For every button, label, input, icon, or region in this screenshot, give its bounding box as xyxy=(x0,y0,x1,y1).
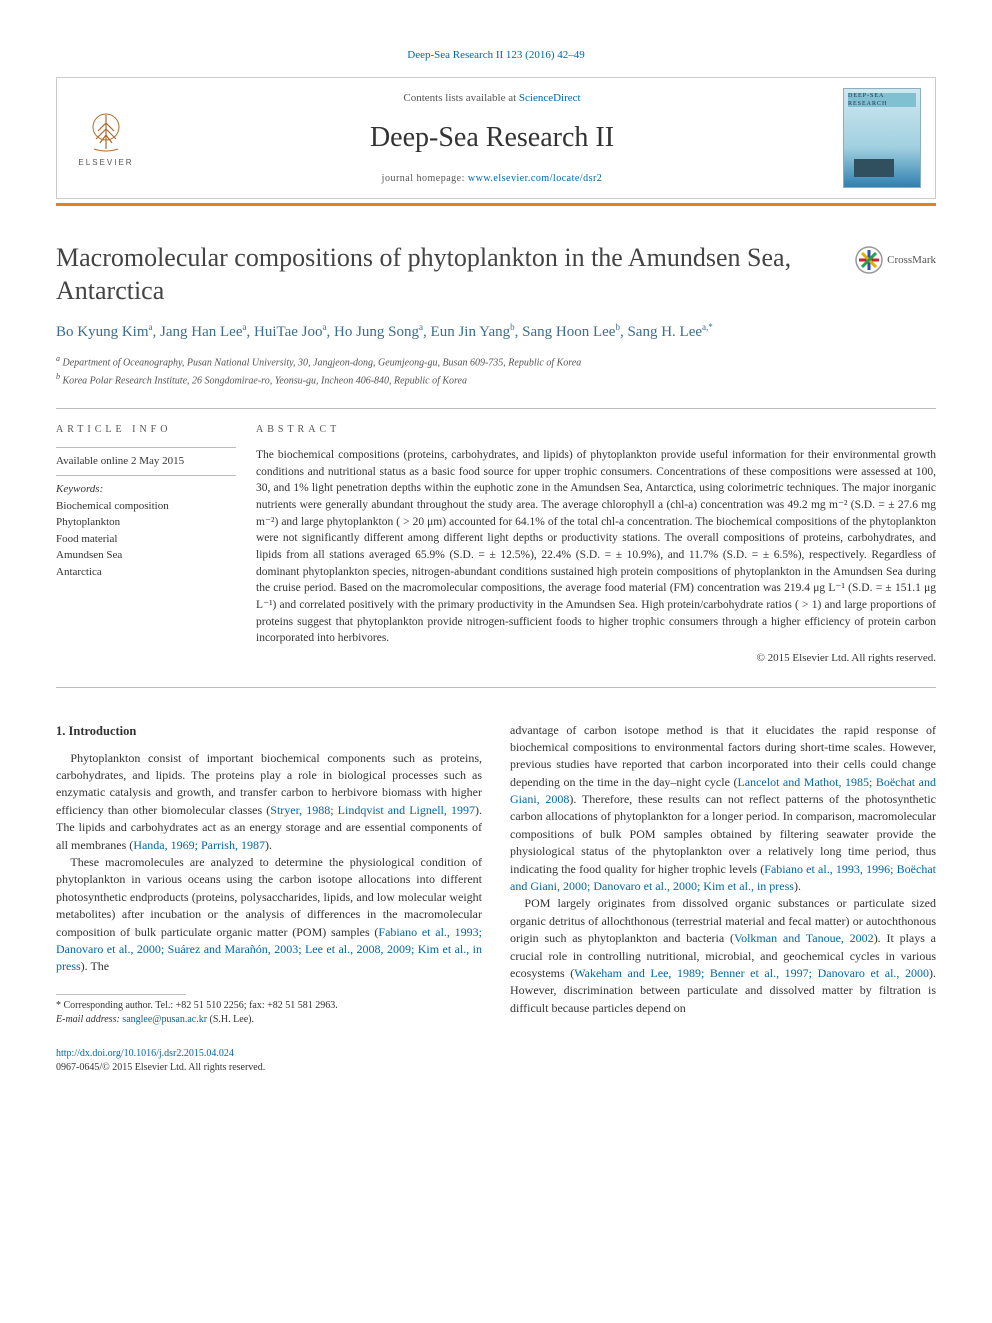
issn-copyright: 0967-0645/© 2015 Elsevier Ltd. All right… xyxy=(56,1062,265,1073)
body-paragraph: advantage of carbon isotope method is th… xyxy=(510,722,936,896)
corr-email-link[interactable]: sanglee@pusan.ac.kr xyxy=(122,1014,207,1025)
keyword-item: Amundsen Sea xyxy=(56,547,236,564)
author-affil-mark: a,* xyxy=(702,322,713,332)
body-left-column: 1. Introduction Phytoplankton consist of… xyxy=(56,722,482,1075)
orange-divider xyxy=(56,203,936,206)
masthead: ELSEVIER Contents lists available at Sci… xyxy=(56,77,936,199)
keyword-item: Phytoplankton xyxy=(56,514,236,531)
available-online: Available online 2 May 2015 xyxy=(56,454,236,469)
author-affil-mark: a xyxy=(149,322,153,332)
journal-reference[interactable]: Deep-Sea Research II 123 (2016) 42–49 xyxy=(56,48,936,63)
info-divider-mid xyxy=(56,475,236,476)
citation[interactable]: Handa, 1969; Parrish, 1987 xyxy=(133,838,265,852)
corr-email-line: E-mail address: sanglee@pusan.ac.kr (S.H… xyxy=(56,1013,482,1027)
citation[interactable]: Lancelot and Mathot, 1985; Boëchat and G… xyxy=(510,775,936,806)
crossmark-badge[interactable]: CrossMark xyxy=(855,246,936,274)
keyword-item: Antarctica xyxy=(56,564,236,581)
citation[interactable]: Fabiano et al., 1993; Danovaro et al., 2… xyxy=(56,925,482,974)
author-list: Bo Kyung Kima, Jang Han Leea, HuiTae Joo… xyxy=(56,321,936,343)
body-two-column: 1. Introduction Phytoplankton consist of… xyxy=(56,722,936,1075)
affiliation-line: a Department of Oceanography, Pusan Nati… xyxy=(56,353,936,370)
homepage-prefix: journal homepage: xyxy=(382,173,468,184)
elsevier-tree-icon xyxy=(84,109,128,153)
contents-prefix: Contents lists available at xyxy=(403,92,518,104)
sciencedirect-link[interactable]: ScienceDirect xyxy=(519,92,581,104)
elsevier-label: ELSEVIER xyxy=(78,157,133,168)
abstract-column: ABSTRACT The biochemical compositions (p… xyxy=(256,423,936,666)
section-divider-2 xyxy=(56,687,936,688)
body-paragraph: These macromolecules are analyzed to det… xyxy=(56,854,482,976)
journal-cover-thumb[interactable]: DEEP-SEA RESEARCH xyxy=(843,88,921,188)
homepage-link[interactable]: www.elsevier.com/locate/dsr2 xyxy=(468,173,602,184)
intro-heading: 1. Introduction xyxy=(56,722,482,740)
author-affil-mark: b xyxy=(615,322,620,332)
abstract-copyright: © 2015 Elsevier Ltd. All rights reserved… xyxy=(256,651,936,666)
author-affil-mark: a xyxy=(242,322,246,332)
cover-ship-graphic xyxy=(854,159,894,177)
homepage-line: journal homepage: www.elsevier.com/locat… xyxy=(141,172,843,186)
crossmark-label: CrossMark xyxy=(887,253,936,268)
info-divider-top xyxy=(56,447,236,448)
elsevier-logo[interactable]: ELSEVIER xyxy=(71,99,141,177)
affiliation-line: b Korea Polar Research Institute, 26 Son… xyxy=(56,371,936,388)
corr-author-line: * Corresponding author. Tel.: +82 51 510… xyxy=(56,999,482,1013)
citation[interactable]: Stryer, 1988; Lindqvist and Lignell, 199… xyxy=(270,803,475,817)
citation[interactable]: Wakeham and Lee, 1989; Benner et al., 19… xyxy=(574,966,929,980)
body-paragraph: Phytoplankton consist of important bioch… xyxy=(56,750,482,854)
journal-reference-link[interactable]: Deep-Sea Research II 123 (2016) 42–49 xyxy=(407,49,584,61)
contents-line: Contents lists available at ScienceDirec… xyxy=(141,91,843,106)
author-affil-mark: b xyxy=(510,322,515,332)
keywords-heading: Keywords: xyxy=(56,482,236,497)
doi-block: http://dx.doi.org/10.1016/j.dsr2.2015.04… xyxy=(56,1047,482,1075)
affil-text: Korea Polar Research Institute, 26 Songd… xyxy=(60,375,467,386)
keyword-item: Biochemical composition xyxy=(56,498,236,515)
article-info-column: ARTICLE INFO Available online 2 May 2015… xyxy=(56,423,256,666)
corresponding-footnote: * Corresponding author. Tel.: +82 51 510… xyxy=(56,999,482,1027)
email-label: E-mail address: xyxy=(56,1014,122,1025)
cover-title-band: DEEP-SEA RESEARCH xyxy=(848,93,916,107)
footnote-rule xyxy=(56,994,186,995)
affiliations: a Department of Oceanography, Pusan Nati… xyxy=(56,353,936,388)
author-affil-mark: a xyxy=(323,322,327,332)
journal-name: Deep-Sea Research II xyxy=(141,118,843,157)
article-info-heading: ARTICLE INFO xyxy=(56,423,236,437)
body-paragraph: POM largely originates from dissolved or… xyxy=(510,895,936,1017)
body-right-column: advantage of carbon isotope method is th… xyxy=(510,722,936,1075)
article-title: Macromolecular compositions of phytoplan… xyxy=(56,242,835,307)
section-divider xyxy=(56,408,936,409)
keywords-list: Biochemical compositionPhytoplanktonFood… xyxy=(56,498,236,581)
abstract-text: The biochemical compositions (proteins, … xyxy=(256,447,936,647)
doi-link[interactable]: http://dx.doi.org/10.1016/j.dsr2.2015.04… xyxy=(56,1048,234,1059)
abstract-heading: ABSTRACT xyxy=(256,423,936,437)
keyword-item: Food material xyxy=(56,531,236,548)
masthead-center: Contents lists available at ScienceDirec… xyxy=(141,91,843,186)
email-suffix: (S.H. Lee). xyxy=(207,1014,254,1025)
citation[interactable]: Volkman and Tanoue, 2002 xyxy=(734,931,874,945)
affil-text: Department of Oceanography, Pusan Nation… xyxy=(60,358,581,369)
crossmark-icon xyxy=(855,246,883,274)
author-affil-mark: a xyxy=(419,322,423,332)
citation[interactable]: Fabiano et al., 1993, 1996; Boëchat and … xyxy=(510,862,936,893)
